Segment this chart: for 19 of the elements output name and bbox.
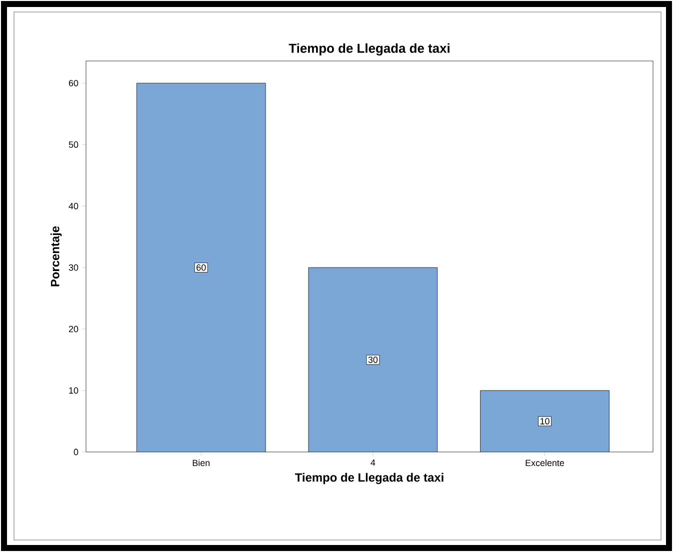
y-tick-label: 30 [68, 264, 78, 271]
x-axis-title: Tiempo de Llegada de taxi [295, 472, 444, 484]
bar [308, 267, 438, 452]
y-tick-label: 50 [68, 141, 78, 148]
x-tick-label: 4 [370, 460, 376, 466]
x-tick-label: Bien [192, 460, 210, 466]
x-tick-label: Excelente [526, 460, 564, 466]
y-tick-label: 10 [69, 387, 78, 394]
data-label: 10 [540, 418, 550, 424]
y-tick-label: 40 [68, 202, 78, 210]
bar [136, 83, 266, 452]
y-tick-label: 20 [68, 326, 78, 332]
y-tick-label: 0 [74, 448, 78, 456]
data-label: 30 [368, 356, 378, 363]
y-axis-title: Porcentaje [50, 226, 62, 286]
bar [480, 390, 610, 452]
data-label: 60 [196, 264, 206, 271]
chart-title: Tiempo de Llegada de taxi [288, 43, 450, 56]
y-tick-label: 60 [68, 80, 78, 86]
